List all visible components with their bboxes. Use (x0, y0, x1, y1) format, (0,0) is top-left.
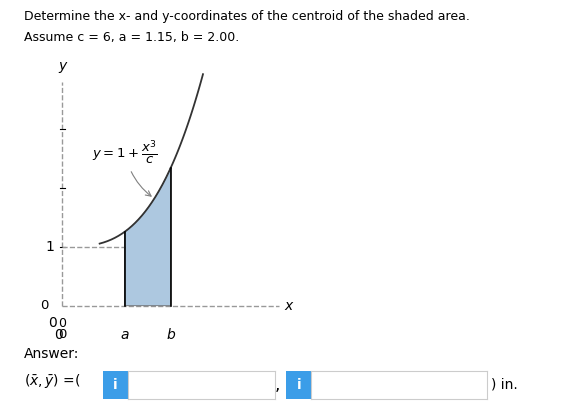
Text: y: y (58, 59, 66, 73)
Text: 0: 0 (48, 317, 57, 330)
Text: Determine the x- and y-coordinates of the centroid of the shaded area.: Determine the x- and y-coordinates of th… (24, 10, 469, 23)
Text: 0: 0 (54, 328, 62, 342)
Text: Assume c = 6, a = 1.15, b = 2.00.: Assume c = 6, a = 1.15, b = 2.00. (24, 31, 239, 44)
Text: a: a (121, 328, 129, 342)
Text: 1: 1 (45, 240, 54, 254)
Text: $(\bar{x}, \bar{y})$ =(: $(\bar{x}, \bar{y})$ =( (24, 371, 81, 390)
Text: Answer:: Answer: (24, 347, 79, 362)
Text: b: b (166, 328, 175, 342)
Text: 0: 0 (41, 299, 49, 312)
Polygon shape (125, 168, 171, 306)
Text: ) in.: ) in. (491, 378, 517, 392)
Text: i: i (296, 378, 301, 392)
Text: x: x (284, 299, 292, 313)
Text: i: i (113, 378, 118, 392)
Text: $y = 1 + \dfrac{x^3}{c}$: $y = 1 + \dfrac{x^3}{c}$ (92, 139, 158, 196)
Text: 0: 0 (58, 328, 66, 341)
Text: ,: , (275, 376, 280, 394)
Text: 0: 0 (58, 317, 66, 330)
